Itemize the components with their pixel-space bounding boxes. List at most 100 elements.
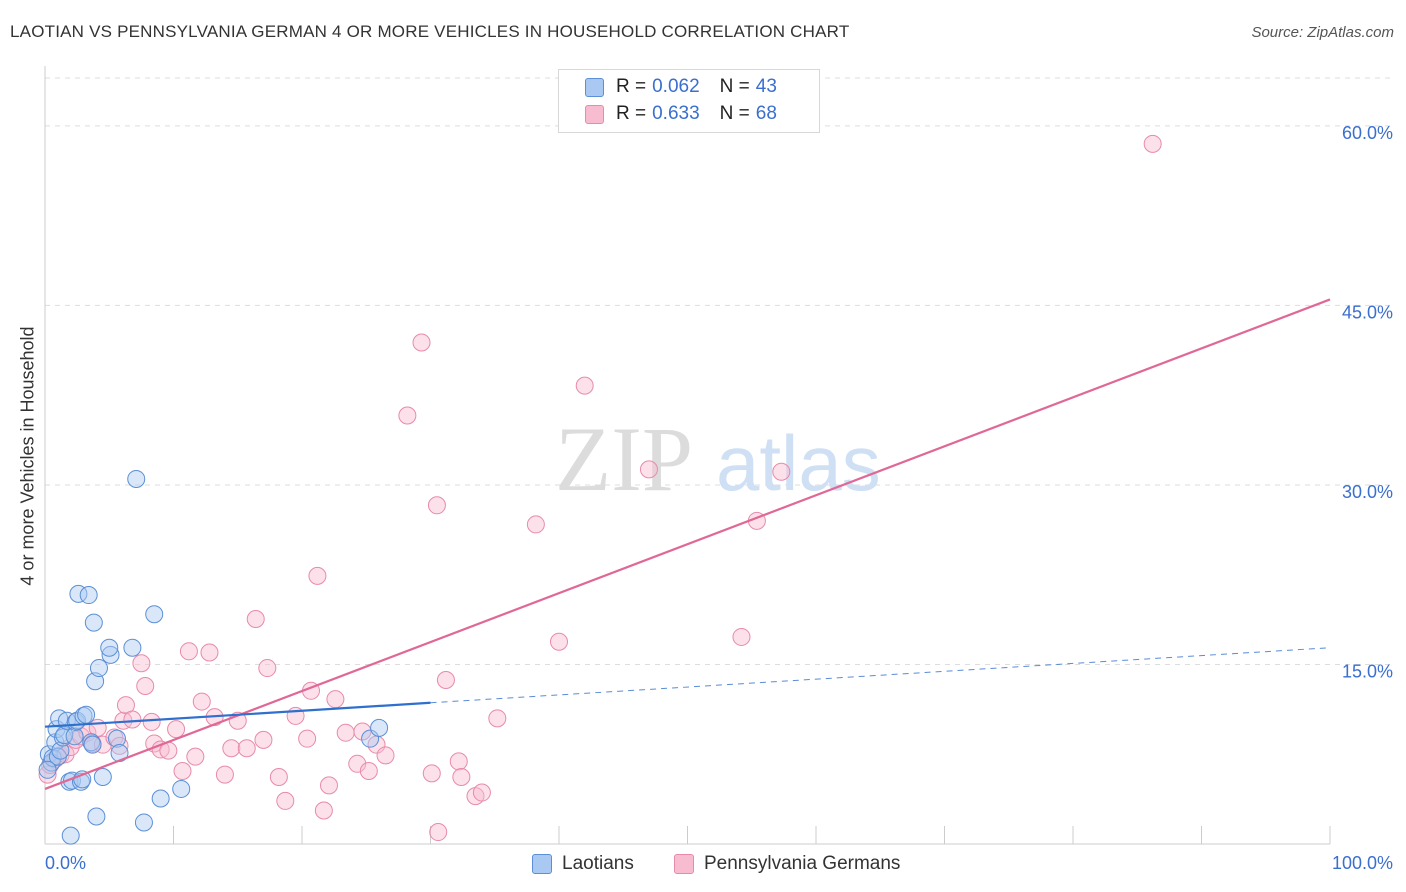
point-pennsylvania-germans [319,776,338,795]
point-pennsylvania-germans [179,642,198,661]
point-pennsylvania-germans [151,740,170,759]
legend-swatch-pennsylvania-germans [585,104,604,124]
point-pennsylvania-germans [449,752,468,771]
point-pennsylvania-germans [336,723,355,742]
point-pennsylvania-germans [639,460,658,479]
bottom-legend-pennsylvania-germans: Pennsylvania Germans [674,852,900,876]
point-pennsylvania-germans [326,690,345,709]
legend-n-value-laotians: 43 [755,76,777,97]
point-pennsylvania-germans [237,739,256,758]
point-laotians [134,813,153,832]
point-laotians [65,727,84,746]
chart-title: LAOTIAN VS PENNSYLVANIA GERMAN 4 OR MORE… [10,22,850,41]
trend-layer [44,298,1331,790]
trendline-laotians-extension [430,647,1331,704]
point-pennsylvania-germans [222,739,241,758]
point-laotians [79,586,98,605]
point-laotians [83,735,102,754]
point-pennsylvania-germans [215,765,234,784]
point-pennsylvania-germans [314,801,333,820]
point-laotians [107,729,126,748]
point-pennsylvania-germans [192,692,211,711]
point-pennsylvania-germans [142,712,161,731]
legend-row-laotians: R = 0.062 N = 43 [585,74,777,100]
point-pennsylvania-germans [526,515,545,534]
trendline-pennsylvania-germans [44,298,1331,790]
point-pennsylvania-germans [429,823,448,842]
point-laotians [87,807,106,826]
legend-n-value-pennsylvania-germans: 68 [755,103,777,124]
legend-n-label: N = [719,76,750,97]
point-laotians [61,826,80,845]
points-laotians [38,469,389,845]
point-pennsylvania-germans [472,783,491,802]
point-pennsylvania-germans [298,729,317,748]
point-pennsylvania-germans [376,746,395,765]
point-laotians [101,645,120,664]
watermark: ZIP atlas [555,408,881,510]
watermark-atlas: atlas [716,419,881,507]
point-laotians [151,789,170,808]
point-laotians [89,659,108,678]
point-pennsylvania-germans [173,761,192,780]
watermark-zip: ZIP [555,408,693,510]
y-axis-label: 4 or more Vehicles in Household [17,326,38,586]
point-pennsylvania-germans [254,730,273,749]
point-laotians [127,469,146,488]
point-laotians [123,638,142,657]
point-pennsylvania-germans [132,654,151,673]
point-laotians [100,638,119,657]
point-laotians [38,760,57,779]
point-pennsylvania-germans [452,767,471,786]
bottom-legend-laotians: Laotians [532,852,634,876]
point-pennsylvania-germans [732,627,751,646]
bottom-legend-swatch-pennsylvania-germans [674,854,694,874]
point-pennsylvania-germans [167,720,186,739]
bottom-legend-label-pennsylvania-germans: Pennsylvania Germans [704,853,901,874]
x-tick-label-max: 100.0% [1332,853,1393,873]
point-pennsylvania-germans [200,643,219,662]
y-tick-label: 30.0% [1342,482,1393,502]
stats-legend: R = 0.062 N = 43 R = 0.633 N = 68 [558,69,820,133]
point-pennsylvania-germans [269,767,288,786]
point-laotians [93,767,112,786]
legend-row-pennsylvania-germans: R = 0.633 N = 68 [585,101,777,127]
point-pennsylvania-germans [308,566,327,585]
legend-n-label: N = [719,103,750,124]
point-pennsylvania-germans [136,677,155,696]
point-pennsylvania-germans [422,764,441,783]
point-pennsylvania-germans [246,609,265,628]
source-label: Source: ZipAtlas.com [1251,24,1394,41]
point-laotians [145,605,164,624]
x-tick-label-min: 0.0% [45,853,86,873]
point-pennsylvania-germans [186,747,205,766]
legend-r-label: R = [616,76,647,97]
point-laotians [172,779,191,798]
point-pennsylvania-germans [398,406,417,425]
tick-labels: 15.0% 30.0% 45.0% 60.0% 0.0% 100.0% [45,123,1393,873]
point-pennsylvania-germans [488,709,507,728]
y-tick-label: 15.0% [1342,661,1393,681]
trendline-laotians [44,701,431,728]
point-pennsylvania-germans [123,710,142,729]
grid-layer [45,77,1393,665]
legend-r-value-laotians: 0.062 [652,76,700,97]
point-laotians [77,705,96,724]
point-pennsylvania-germans [110,736,129,755]
point-laotians [73,770,92,789]
point-laotians [370,718,389,737]
y-tick-label: 45.0% [1342,302,1393,322]
point-pennsylvania-germans [772,462,791,481]
legend-r-label: R = [616,103,647,124]
legend-swatch-laotians [585,77,604,97]
point-pennsylvania-germans [348,754,367,773]
point-pennsylvania-germans [575,376,594,395]
bottom-legend-swatch-laotians [532,854,552,874]
bottom-legend-label-laotians: Laotians [562,853,634,874]
point-pennsylvania-germans [359,761,378,780]
point-pennsylvania-germans [258,659,277,678]
point-pennsylvania-germans [436,671,455,690]
point-pennsylvania-germans [412,333,431,352]
point-laotians [84,613,103,632]
